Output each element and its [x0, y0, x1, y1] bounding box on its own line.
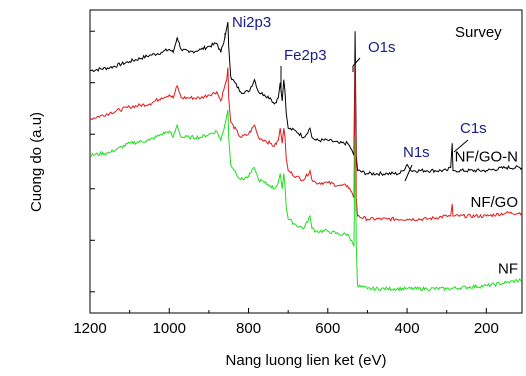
peak-annotation: N1s [403, 144, 430, 161]
x-tick-label: 800 [236, 320, 261, 337]
peak-annotation: C1s [460, 120, 487, 137]
series-label: NF [498, 261, 518, 278]
series-line [89, 64, 523, 222]
panel-label: Survey [455, 24, 502, 41]
series-label: NF/GO [471, 194, 519, 211]
x-axis-title: Nang luong lien ket (eV) [226, 352, 387, 369]
peak-annotation: Ni2p3 [232, 14, 271, 31]
annotation-leader [352, 57, 361, 72]
y-axis [90, 30, 95, 293]
x-tick-label: 600 [315, 320, 340, 337]
series-line [89, 109, 523, 292]
series-line [89, 22, 523, 177]
peak-annotation: Fe2p3 [284, 47, 327, 64]
annotation-leader [404, 164, 413, 182]
x-tick-label: 200 [474, 320, 499, 337]
plot-frame [89, 9, 523, 314]
x-axis: 1200 1000 800 600 400 200 [73, 308, 499, 337]
x-tick-label: 1000 [153, 320, 186, 337]
x-tick-label: 1200 [73, 320, 106, 337]
annotation-leader [453, 139, 469, 153]
x-tick-label: 400 [395, 320, 420, 337]
annotation-layer: Ni2p3 Fe2p3 O1s N1s C1s [224, 14, 487, 182]
series-layer: NF/GO-N NF/GO NF [89, 22, 523, 292]
peak-annotation: O1s [368, 39, 396, 56]
series-label: NF/GO-N [455, 149, 518, 166]
y-axis-title: Cuong do (a.u) [28, 112, 45, 212]
